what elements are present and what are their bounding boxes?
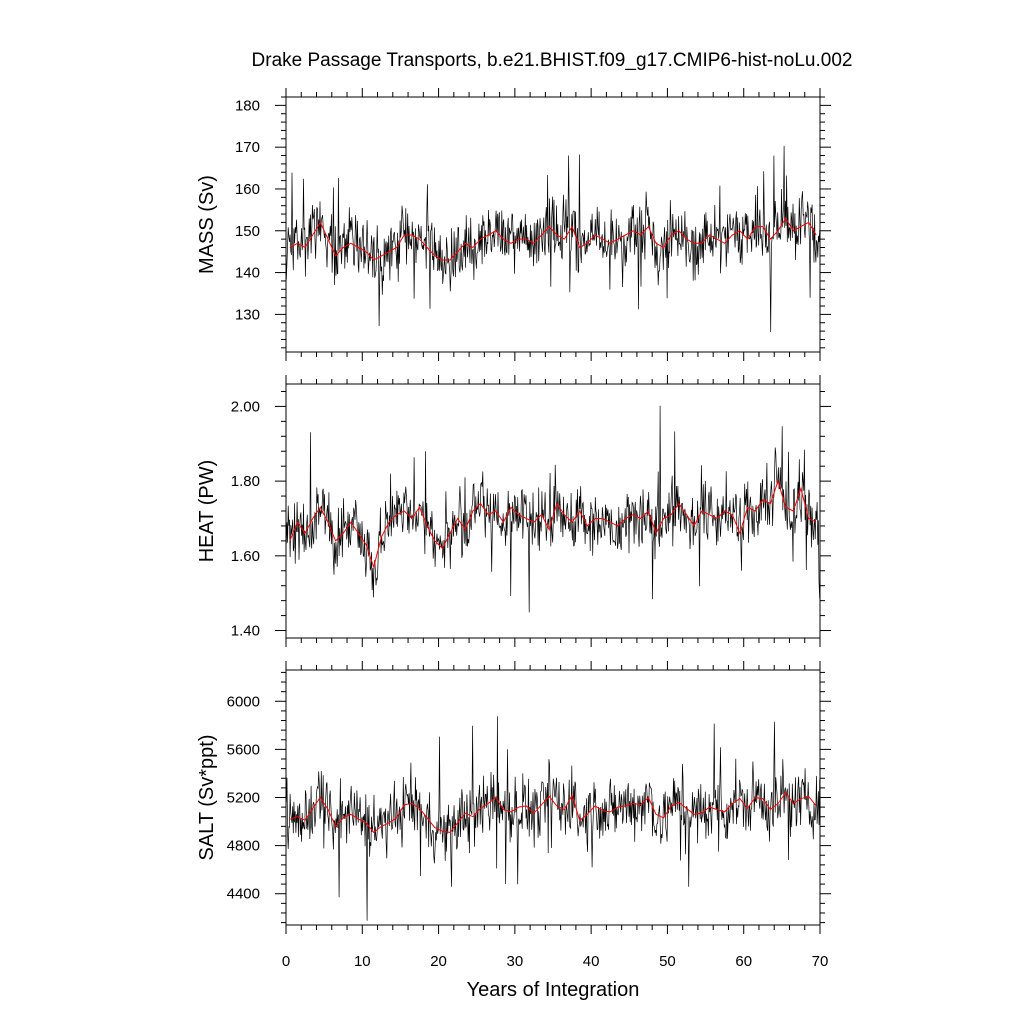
plot-frame — [285, 96, 821, 353]
y-axis-title: HEAT (PW) — [196, 460, 218, 563]
y-tick-label: 1.40 — [231, 623, 260, 640]
annual-mean-line — [289, 791, 817, 834]
x-tick-label: 50 — [659, 953, 676, 970]
y-tick-label: 180 — [235, 97, 260, 114]
x-tick-label: 40 — [583, 953, 600, 970]
y-tick-label: 130 — [235, 306, 260, 323]
y-tick-label: 1.60 — [231, 548, 260, 565]
figure-title: Drake Passage Transports, b.e21.BHIST.f0… — [252, 50, 853, 71]
monthly-series-line — [285, 716, 821, 921]
annual-mean-line — [289, 217, 817, 261]
panel-2: 1.40 1.60 1.80 2.00 HEAT (PW) — [196, 375, 831, 647]
panel-3: 4400 4800 5200 5600 6000 SALT (Sv*ppt) — [196, 661, 831, 934]
y-axis-title: SALT (Sv*ppt) — [196, 735, 218, 861]
y-tick-label: 6000 — [227, 693, 260, 710]
x-tick-label: 60 — [735, 953, 752, 970]
y-tick-label: 4400 — [227, 886, 260, 903]
y-tick-label: 2.00 — [231, 398, 260, 415]
y-axis-title: MASS (Sv) — [196, 175, 218, 274]
x-axis-title: Years of Integration — [467, 979, 640, 1001]
panels-group: 130 140 150 160 170 180 MASS (Sv) 1.40 1.60 1.80 2… — [196, 88, 831, 970]
monthly-series-line — [285, 145, 821, 333]
annual-mean-line — [289, 479, 817, 569]
y-tick-label: 170 — [235, 139, 260, 156]
x-tick-label: 70 — [812, 953, 829, 970]
y-tick-label: 150 — [235, 223, 260, 240]
x-tick-label: 30 — [507, 953, 524, 970]
y-tick-label: 5600 — [227, 741, 260, 758]
x-tick-label: 10 — [354, 953, 371, 970]
x-tick-label: 20 — [430, 953, 447, 970]
x-tick-label: 0 — [282, 953, 290, 970]
y-tick-label: 4800 — [227, 838, 260, 855]
plot-frame — [285, 383, 821, 639]
y-tick-label: 140 — [235, 265, 260, 282]
panel-1: 130 140 150 160 170 180 MASS (Sv) — [196, 88, 831, 361]
monthly-series-line — [285, 405, 821, 613]
y-tick-label: 1.80 — [231, 473, 260, 490]
y-tick-label: 160 — [235, 181, 260, 198]
y-tick-label: 5200 — [227, 790, 260, 807]
